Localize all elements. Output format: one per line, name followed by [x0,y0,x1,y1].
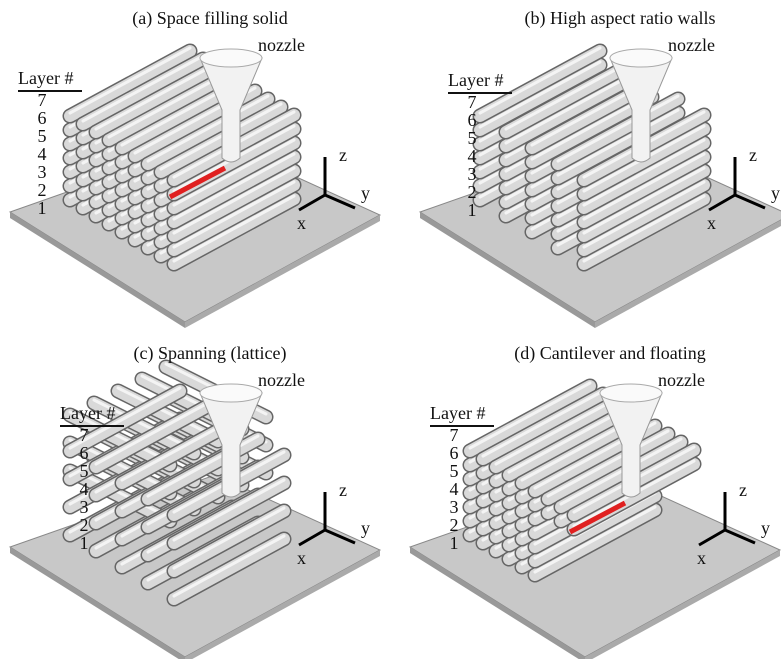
layer-number: 6 [80,443,89,463]
panel-title: (d) Cantilever and floating [514,343,705,364]
layer-number: 6 [38,108,47,128]
axis-label: x [297,548,306,568]
figure: (a) Space filling solidnozzleLayer #7654… [0,0,781,659]
layer-number: 7 [450,425,459,445]
layer-number: 7 [468,92,477,112]
layer-number: 2 [38,180,47,200]
axis-label: x [297,213,306,233]
nozzle-top [200,384,262,402]
layer-header: Layer # [448,70,503,90]
panel-title: (c) Spanning (lattice) [134,343,287,364]
panel-title: (a) Space filling solid [132,8,287,29]
axis-label: z [749,145,757,165]
layer-number: 5 [468,128,477,148]
nozzle-top [200,49,262,67]
layer-number: 3 [468,164,477,184]
nozzle-label: nozzle [658,370,705,390]
panel: (d) Cantilever and floating nozzle Layer #… [410,343,780,659]
panel-title: (b) High aspect ratio walls [525,8,716,29]
axis-label: x [697,548,706,568]
layer-number: 7 [80,425,89,445]
layer-number: 5 [450,461,459,481]
nozzle-label: nozzle [668,35,715,55]
layer-number: 4 [38,144,47,164]
layer-number: 1 [468,200,477,220]
axis-label: x [707,213,716,233]
layer-number: 1 [38,198,47,218]
layer-number: 6 [468,110,477,130]
layer-number: 2 [450,515,459,535]
layer-number: 3 [38,162,47,182]
axis-label: y [771,183,780,203]
layer-number: 5 [38,126,47,146]
nozzle-label: nozzle [258,35,305,55]
nozzle-label: nozzle [258,370,305,390]
layer-number: 2 [468,182,477,202]
layer-header: Layer # [430,403,485,423]
axis-label: z [339,145,347,165]
layer-header: Layer # [60,403,115,423]
layer-number: 1 [450,533,459,553]
panel: (c) Spanning (lattice) nozzle Layer #76543… [10,343,380,659]
panel: (a) Space filling solid nozzle Layer #7654… [10,8,380,328]
layer-number: 3 [80,497,89,517]
panel: (b) High aspect ratio walls nozzle Layer #… [420,8,781,328]
layer-number: 1 [80,533,89,553]
layer-number: 4 [80,479,89,499]
axis-label: y [361,183,370,203]
axis-label: z [739,480,747,500]
layer-number: 6 [450,443,459,463]
layer-number: 7 [38,90,47,110]
layer-number: 5 [80,461,89,481]
layer-number: 4 [468,146,477,166]
nozzle-top [610,49,672,67]
layer-number: 4 [450,479,459,499]
axis-label: y [761,518,770,538]
axis-label: z [339,480,347,500]
axis-label: y [361,518,370,538]
layer-number: 3 [450,497,459,517]
layer-number: 2 [80,515,89,535]
nozzle-top [600,384,662,402]
layer-header: Layer # [18,68,73,88]
